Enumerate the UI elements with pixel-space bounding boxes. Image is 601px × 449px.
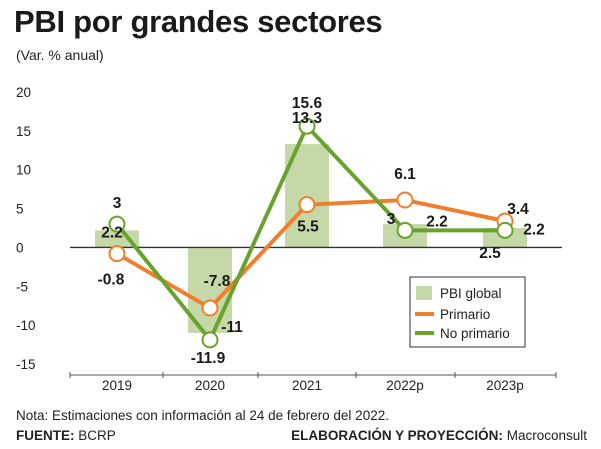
y-tick-label: 15 <box>16 124 31 139</box>
data-label-pbi-global: 3 <box>387 211 396 228</box>
y-tick-label: 20 <box>16 85 31 100</box>
marker-no-primario <box>496 221 514 239</box>
data-label-pbi-global: 2.5 <box>479 245 501 262</box>
x-tick-label: 2022p <box>386 378 424 393</box>
data-label-no-primario: 15.6 <box>292 95 323 112</box>
data-label-no-primario: 2.2 <box>426 213 448 230</box>
marker-primario <box>108 245 126 263</box>
credit-value: Macroconsult <box>506 428 587 443</box>
credit-line: ELABORACIÓN Y PROYECCIÓN: Macroconsult <box>291 428 587 443</box>
data-label-primario: 6.1 <box>394 166 416 183</box>
data-label-primario: -7.8 <box>204 273 231 290</box>
y-tick-label: -5 <box>16 279 28 294</box>
source-label: FUENTE: <box>16 428 75 443</box>
credit-label: ELABORACIÓN Y PROYECCIÓN: <box>291 428 503 443</box>
data-label-primario: 5.5 <box>297 219 319 236</box>
y-tick-label: -15 <box>16 357 36 372</box>
legend-label-primario: Primario <box>440 307 490 322</box>
source-value: BCRP <box>78 428 116 443</box>
marker-no-primario <box>396 221 414 239</box>
legend-swatch-pbi-global <box>416 286 432 300</box>
marker-no-primario <box>108 215 126 233</box>
y-tick-label: 5 <box>16 202 24 217</box>
legend-label-pbi-global: PBI global <box>440 286 502 301</box>
y-tick-label: 10 <box>16 163 31 178</box>
footnote: Nota: Estimaciones con información al 24… <box>16 408 389 423</box>
data-label-pbi-global: -11 <box>221 319 243 336</box>
legend-label-no-primario: No primario <box>440 326 510 341</box>
bar-pbi-global <box>95 230 139 248</box>
data-label-primario: -0.8 <box>98 272 125 289</box>
x-tick-label: 2020 <box>195 378 225 393</box>
x-tick-label: 2021 <box>292 378 322 393</box>
y-tick-label: 0 <box>16 240 24 255</box>
data-label-no-primario: 3 <box>113 195 122 212</box>
y-tick-label: -10 <box>16 318 36 333</box>
marker-primario <box>298 196 316 214</box>
chart-title: PBI por grandes sectores <box>14 4 383 39</box>
chart-subtitle: (Var. % anual) <box>16 47 104 63</box>
x-tick-label: 2019 <box>102 378 132 393</box>
data-label-no-primario: -11.9 <box>191 350 226 367</box>
marker-no-primario <box>298 117 316 135</box>
data-label-no-primario: 2.2 <box>523 221 545 238</box>
data-label-primario: 3.4 <box>507 201 529 218</box>
marker-primario <box>201 299 219 317</box>
data-label-pbi-global: 2.2 <box>101 224 123 241</box>
marker-primario <box>396 191 414 209</box>
x-tick-label: 2023p <box>486 378 524 393</box>
marker-no-primario <box>201 331 219 349</box>
data-label-pbi-global: 13.3 <box>292 110 323 127</box>
source-line: FUENTE: BCRP <box>16 428 116 443</box>
